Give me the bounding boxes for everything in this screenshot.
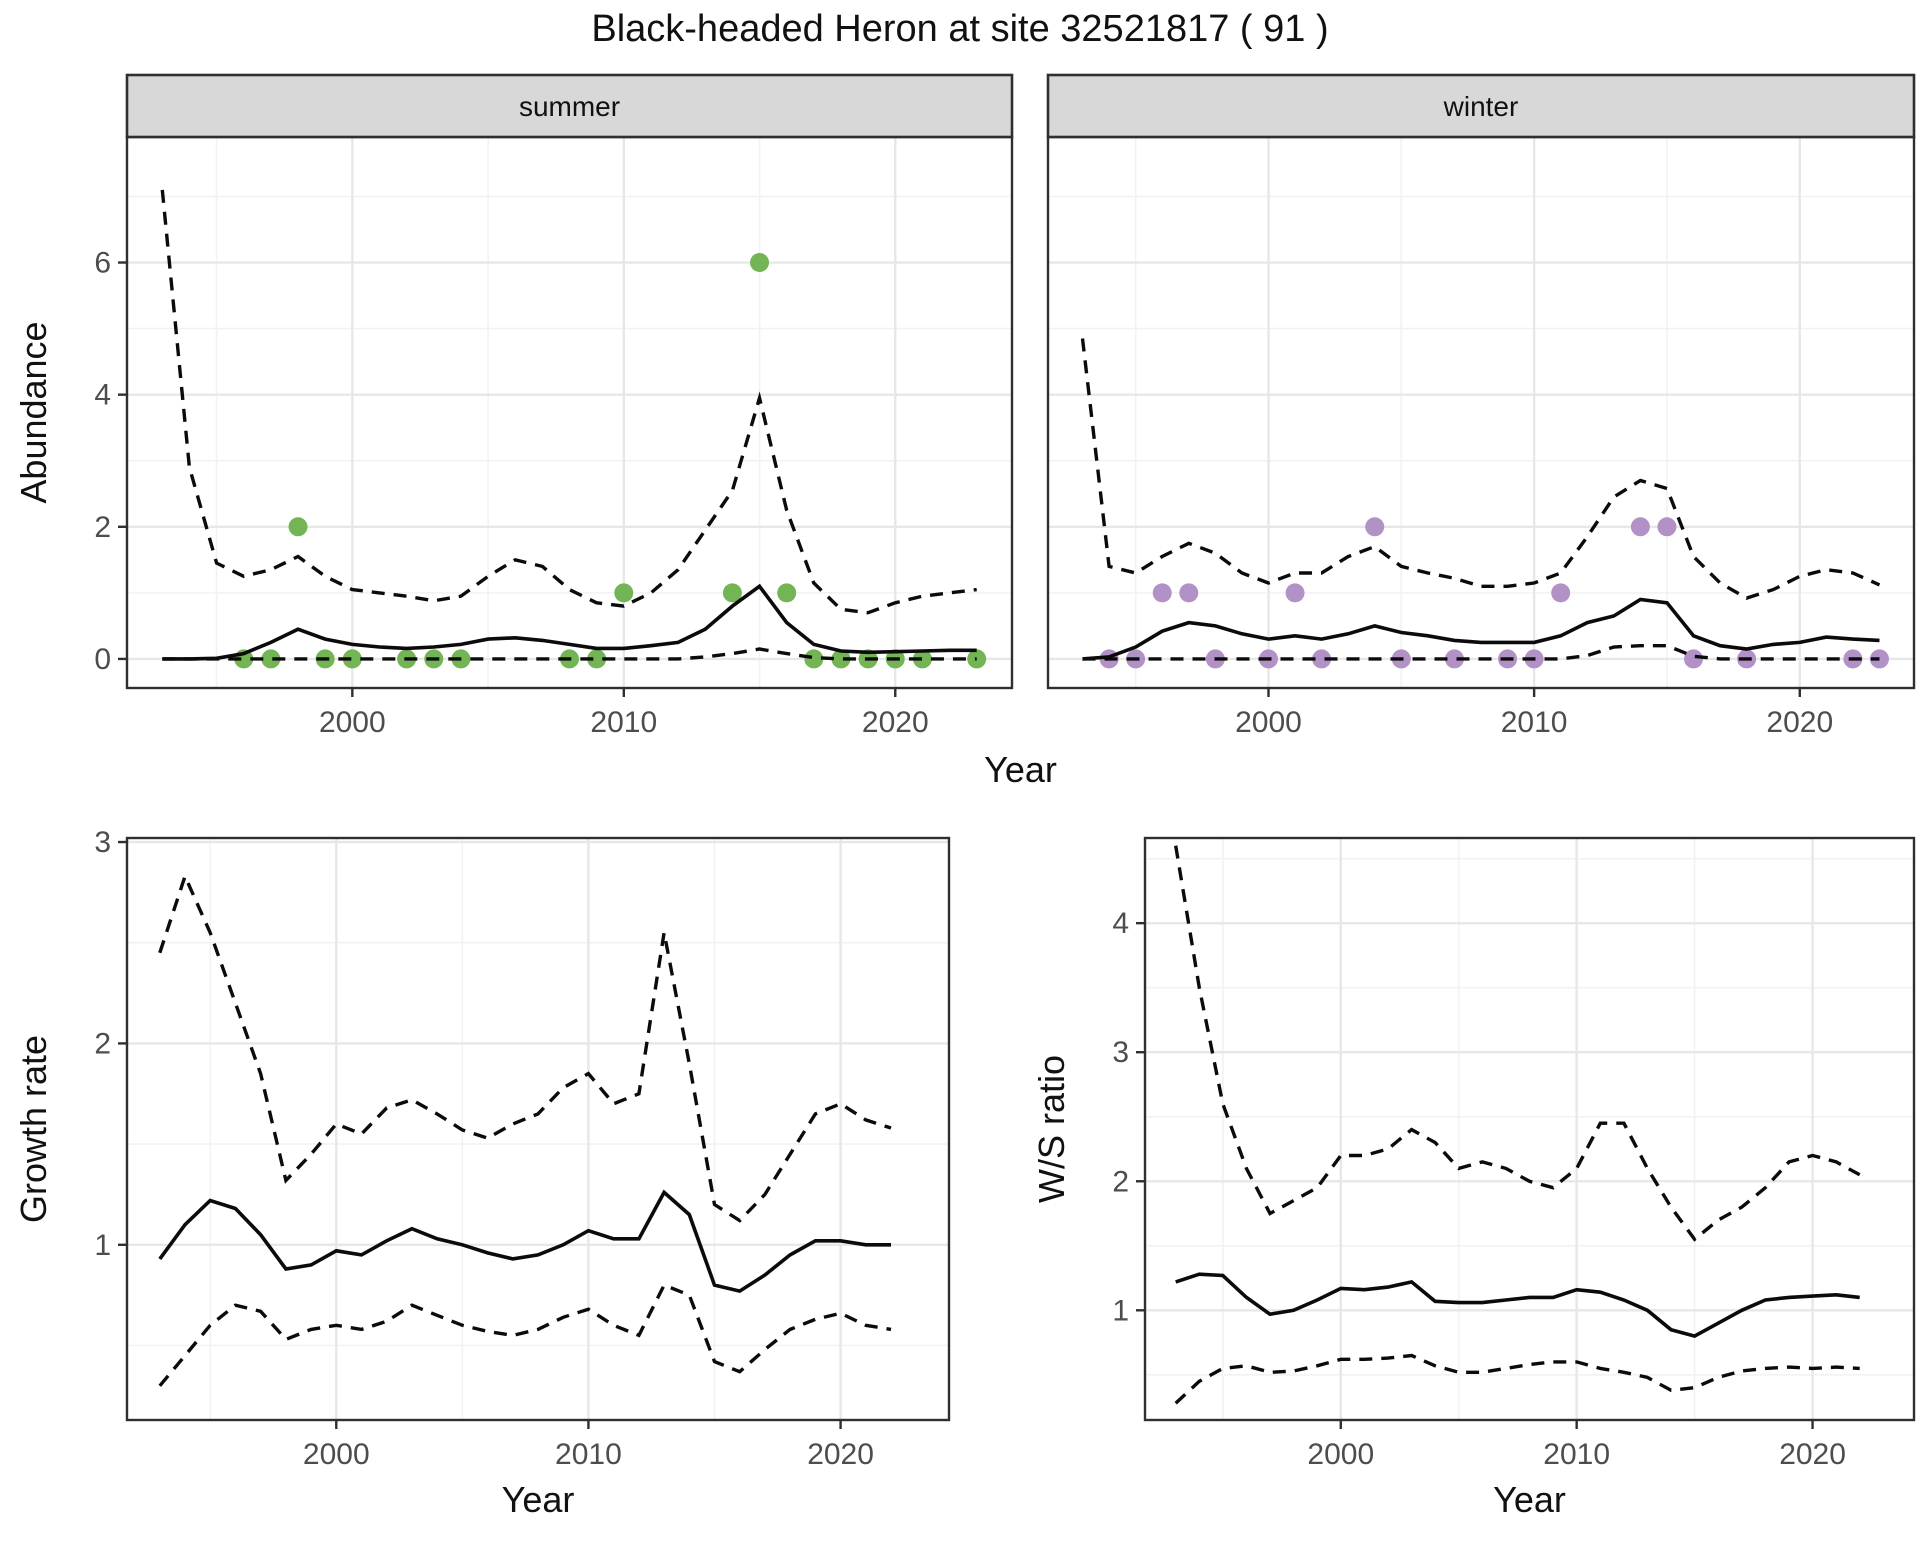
obs-point <box>1551 583 1571 603</box>
x-tick-label: 2020 <box>1766 706 1833 739</box>
x-tick-label: 2010 <box>555 1438 622 1471</box>
y-tick-label: 4 <box>94 379 111 412</box>
y-tick-label: 2 <box>94 511 111 544</box>
panel-abundance_winter <box>1048 137 1914 688</box>
obs-point <box>342 649 362 669</box>
obs-point <box>587 649 607 669</box>
y-tick-label: 0 <box>94 643 111 676</box>
top-x-axis-title: Year <box>984 749 1057 790</box>
obs-point <box>777 583 797 603</box>
obs-point <box>614 583 634 603</box>
obs-point <box>1285 583 1305 603</box>
upper-ci-line <box>1080 338 1881 600</box>
facet-strip <box>1046 73 1916 139</box>
lower-ci-line <box>162 647 977 661</box>
obs-point <box>1684 649 1704 669</box>
y-tick-label: 1 <box>1112 1294 1129 1327</box>
facet-strip <box>125 73 1014 139</box>
obs-point <box>804 649 824 669</box>
upper-ci-line <box>1174 845 1861 1242</box>
panel-border <box>125 836 951 1422</box>
obs-point <box>288 517 308 537</box>
y-tick-label: 3 <box>94 826 111 859</box>
fit-line <box>1175 1272 1860 1339</box>
y-tick-label: 2 <box>94 1027 111 1060</box>
x-tick-label: 2000 <box>1307 1438 1374 1471</box>
upper-ci-line <box>158 871 892 1223</box>
x-tick-label: 2000 <box>1235 706 1302 739</box>
x-tick-label: 2000 <box>303 1438 370 1471</box>
x-tick-label: 2010 <box>590 706 657 739</box>
y-tick-label: 1 <box>94 1229 111 1262</box>
obs-point <box>1444 649 1464 669</box>
x-tick-label: 2020 <box>1779 1438 1846 1471</box>
obs-point <box>722 583 742 603</box>
x-tick-label: 2010 <box>1501 706 1568 739</box>
fit-line <box>1082 597 1880 661</box>
obs-point <box>1630 517 1650 537</box>
panel-abundance_summer <box>127 137 1012 688</box>
x-axis-title: Year <box>1493 1479 1566 1520</box>
x-tick-label: 2020 <box>862 706 929 739</box>
obs-point <box>1152 583 1172 603</box>
y-tick-label: 6 <box>94 247 111 280</box>
x-axis-title: Year <box>502 1479 575 1520</box>
y-axis-title: W/S ratio <box>1031 1055 1072 1203</box>
obs-point <box>1657 517 1677 537</box>
x-tick-label: 2020 <box>807 1438 874 1471</box>
y-tick-label: 2 <box>1112 1165 1129 1198</box>
figure-title: Black-headed Heron at site 32521817 ( 91… <box>591 8 1329 50</box>
panel-border <box>1143 836 1916 1422</box>
upper-ci-line <box>160 189 977 615</box>
facet-label: winter <box>1443 91 1519 122</box>
abundance-axis-title: Abundance <box>13 321 54 503</box>
fit-line <box>158 1189 891 1294</box>
obs-point <box>750 253 770 273</box>
lower-ci-line <box>1174 1353 1860 1405</box>
obs-point <box>967 649 987 669</box>
facet-label: summer <box>519 91 620 122</box>
y-tick-label: 4 <box>1112 907 1129 940</box>
obs-point <box>912 649 932 669</box>
panel-growth_rate <box>127 838 949 1420</box>
obs-point <box>1179 583 1199 603</box>
obs-point <box>261 649 281 669</box>
x-tick-label: 2010 <box>1543 1438 1610 1471</box>
fit-line <box>162 583 977 661</box>
lower-ci-line <box>158 1282 892 1387</box>
panel-ws_ratio <box>1145 838 1914 1420</box>
obs-point <box>1365 517 1385 537</box>
lower-ci-line <box>1082 644 1880 661</box>
x-tick-label: 2000 <box>319 706 386 739</box>
y-tick-label: 3 <box>1112 1036 1129 1069</box>
obs-point <box>831 649 851 669</box>
obs-point <box>1312 649 1332 669</box>
y-axis-title: Growth rate <box>13 1035 54 1223</box>
